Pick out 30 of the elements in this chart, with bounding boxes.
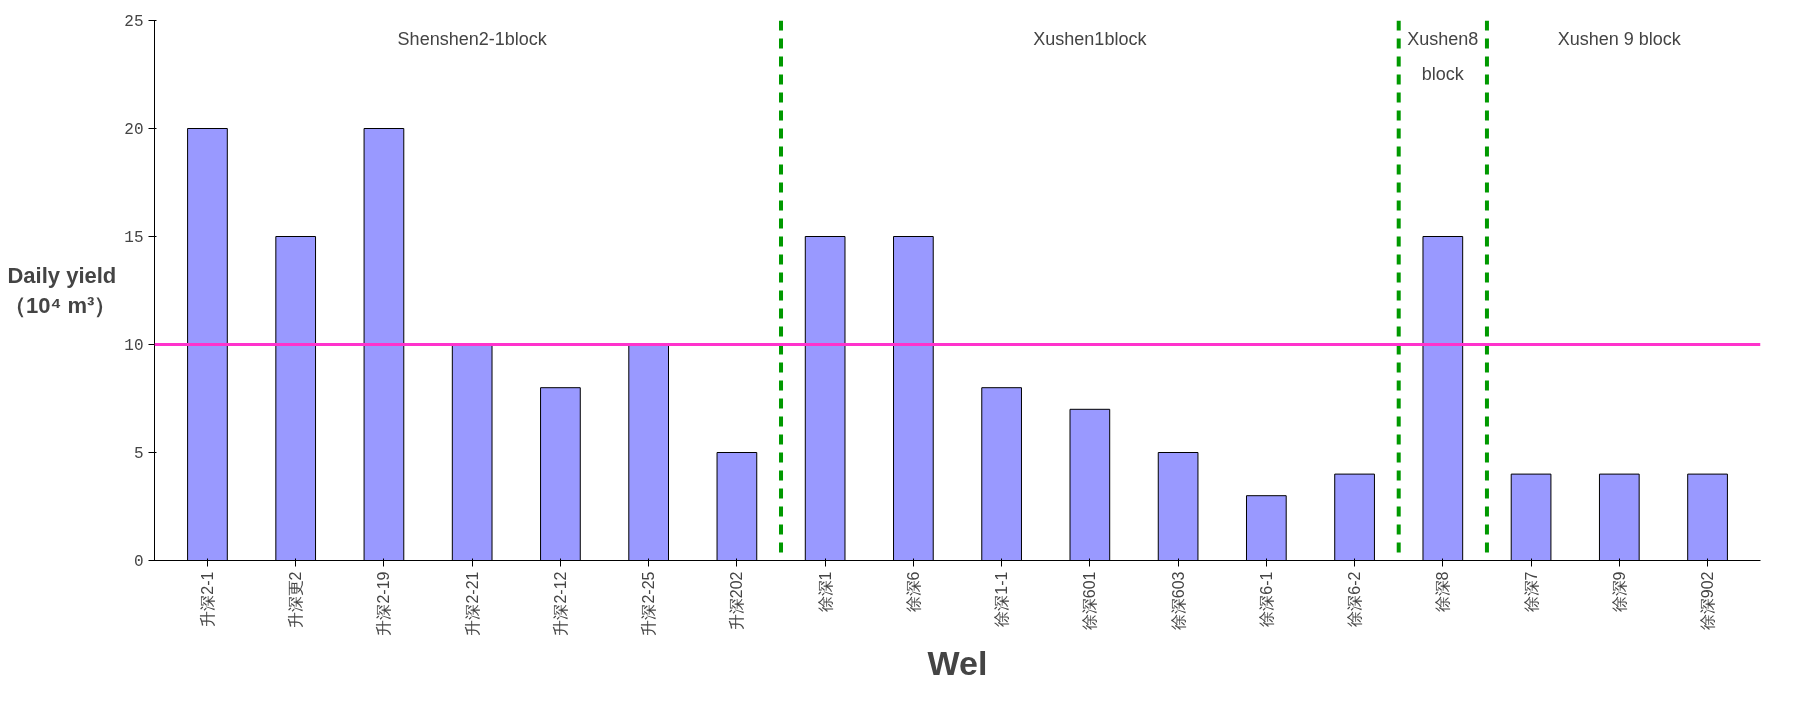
y-axis-title: Daily yield （10⁴ m³）	[3, 263, 117, 318]
y-tick-label: 5	[133, 445, 144, 463]
annotation: Shenshen2-1block	[397, 29, 548, 50]
x-tick-label: 徐深8	[1434, 571, 1452, 613]
x-tick-label: 徐深6-2	[1346, 571, 1364, 627]
x-tick-label: 徐深6	[904, 571, 922, 613]
x-tick-label: 升深2-12	[551, 571, 569, 636]
x-tick-label: 徐深603	[1169, 571, 1187, 631]
x-tick-label: 升深2-25	[640, 571, 658, 636]
x-tick-label: 徐深1	[816, 571, 834, 613]
y-tick-label: 25	[124, 13, 144, 31]
annotation: Xushen8 block	[1407, 29, 1479, 84]
y-tick-label: 0	[133, 553, 144, 571]
y-tick-label: 10	[124, 337, 144, 355]
annotation: Xushen 9 block	[1557, 29, 1682, 50]
x-tick-label: 升深2-1	[198, 571, 216, 627]
y-tick-label: 15	[124, 229, 144, 247]
x-tick-label: 徐深601	[1081, 571, 1099, 631]
x-tick-label: 徐深902	[1699, 571, 1717, 631]
x-tick-label: 升深2-19	[375, 571, 393, 636]
annotation: Xushen1block	[1033, 29, 1148, 50]
x-tick-label: 升深2-21	[463, 571, 481, 636]
x-tick-label: 徐深6-1	[1257, 571, 1275, 627]
x-tick-label: 升深更2	[287, 571, 305, 629]
x-tick-label: 升深202	[728, 571, 746, 631]
x-tick-label: 徐深7	[1522, 571, 1540, 613]
x-tick-label: 徐深9	[1610, 571, 1628, 613]
x-tick-label: 徐深1-1	[993, 571, 1011, 627]
y-tick-label: 20	[124, 121, 144, 139]
x-axis-title: Wel	[927, 643, 988, 682]
